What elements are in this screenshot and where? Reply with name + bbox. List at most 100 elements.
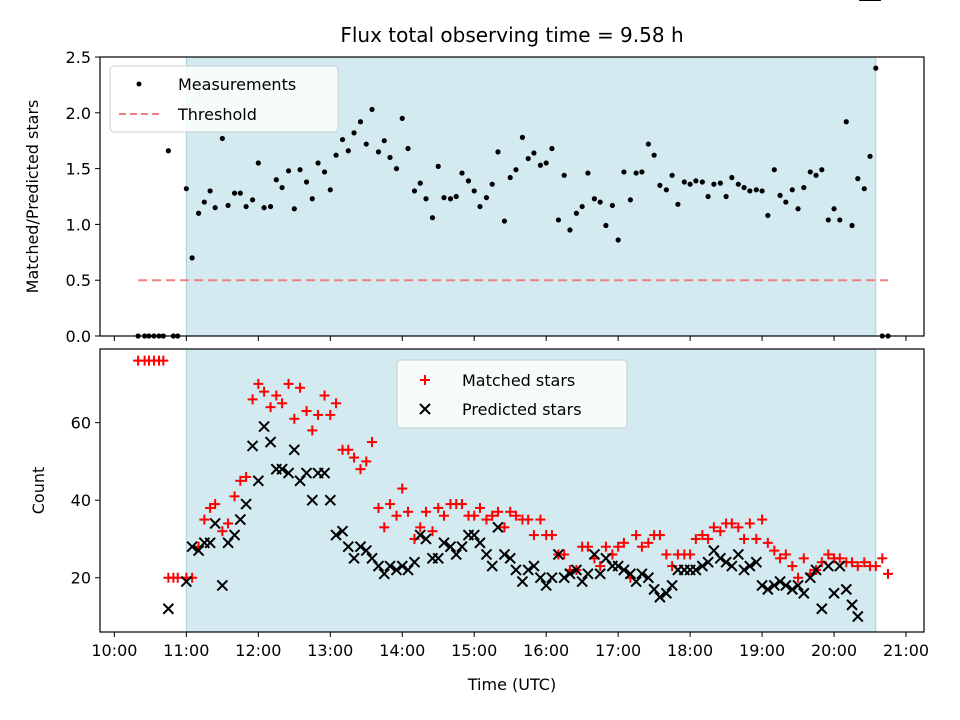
predicted-star-point xyxy=(828,587,840,599)
measurement-point xyxy=(429,215,436,221)
matched-star-point xyxy=(769,545,780,556)
measurement-point xyxy=(201,199,207,205)
matched-star-point xyxy=(744,518,755,529)
matched-star-point xyxy=(595,561,606,572)
bottom-y-axis-label: Count xyxy=(29,467,48,515)
x-tick-label: 17:00 xyxy=(595,641,641,660)
predicted-star-point xyxy=(582,568,594,580)
chart-title: Flux total observing time = 9.58 h xyxy=(340,23,683,47)
predicted-star-point xyxy=(792,579,804,592)
matched-star-point xyxy=(546,530,557,541)
predicted-star-point xyxy=(594,568,606,580)
x-tick-label: 13:00 xyxy=(307,641,353,660)
predicted-star-point xyxy=(276,463,288,475)
measurement-point xyxy=(651,152,657,158)
bottom-axes-frame xyxy=(99,348,925,633)
predicted-star-point xyxy=(216,579,229,592)
measurement-point xyxy=(375,149,382,155)
matched-star-point xyxy=(259,386,270,397)
predicted-star-point xyxy=(264,436,277,448)
matched-star-point xyxy=(331,398,342,409)
matched-star-point xyxy=(172,572,183,583)
measurement-point xyxy=(399,115,405,121)
top-axes-frame xyxy=(99,56,925,337)
predicted-star-point xyxy=(756,579,768,592)
measurement-point xyxy=(861,186,867,192)
matched-star-point xyxy=(409,533,420,544)
measurement-point xyxy=(309,196,315,202)
predicted-star-point xyxy=(690,564,702,576)
predicted-star-point xyxy=(300,467,313,479)
legend-measurements-marker xyxy=(136,81,142,87)
matched-star-point xyxy=(697,530,708,541)
matched-star-point xyxy=(187,572,198,583)
predicted-star-point xyxy=(180,575,193,588)
matched-star-point xyxy=(643,537,654,548)
measurement-point xyxy=(645,141,651,147)
matched-star-point xyxy=(355,464,366,475)
measurement-point xyxy=(567,227,573,233)
measurement-point xyxy=(843,119,849,125)
predicted-star-point xyxy=(552,548,565,561)
measurement-point xyxy=(729,174,735,181)
predicted-star-point xyxy=(846,599,858,611)
matched-star-point xyxy=(613,541,624,552)
predicted-star-point xyxy=(618,564,630,576)
predicted-star-point xyxy=(486,560,498,572)
matched-star-point xyxy=(415,522,426,533)
matched-star-point xyxy=(474,502,485,513)
predicted-star-point xyxy=(372,560,385,572)
matched-star-point xyxy=(618,537,629,548)
matched-star-point xyxy=(271,390,282,401)
measurement-point xyxy=(231,190,238,196)
predicted-star-point xyxy=(570,564,583,576)
measurement-point xyxy=(471,188,477,194)
matched-star-point xyxy=(325,409,336,420)
measurement-point xyxy=(195,210,202,216)
predicted-star-point xyxy=(318,467,331,479)
measurement-point xyxy=(615,237,621,243)
predicted-star-point xyxy=(720,556,732,568)
x-tick-label: 10:00 xyxy=(91,641,137,660)
matched-star-point xyxy=(775,553,786,564)
matched-star-point xyxy=(397,483,408,494)
matched-star-point xyxy=(726,518,737,529)
matched-star-point xyxy=(481,514,492,525)
matched-star-point xyxy=(667,561,678,572)
matched-star-point xyxy=(505,506,516,517)
measurement-point xyxy=(273,177,279,183)
matched-star-point xyxy=(427,526,438,537)
measurement-point xyxy=(393,166,400,172)
measurement-point xyxy=(711,181,717,187)
x-tick-label: 20:00 xyxy=(811,641,857,660)
predicted-star-point xyxy=(798,587,810,599)
predicted-star-point xyxy=(246,440,259,452)
predicted-star-point xyxy=(324,494,336,506)
matched-star-point xyxy=(301,406,312,417)
predicted-star-point xyxy=(336,525,349,537)
matched-star-point xyxy=(739,533,750,544)
matched-star-point xyxy=(870,561,881,572)
measurement-point xyxy=(489,181,495,187)
matched-star-point xyxy=(385,499,396,510)
predicted-star-point xyxy=(258,420,270,433)
measurement-point xyxy=(819,167,825,173)
measurement-point xyxy=(591,196,598,202)
predicted-star-point xyxy=(738,564,750,576)
measurement-point xyxy=(735,181,741,187)
measurement-point xyxy=(351,130,357,136)
predicted-star-point xyxy=(288,444,301,456)
measurement-point xyxy=(225,202,231,209)
predicted-star-point xyxy=(810,564,822,576)
measurement-point xyxy=(693,178,699,184)
measurement-point xyxy=(291,206,297,212)
measurement-point xyxy=(321,169,328,175)
measurement-point xyxy=(465,178,472,184)
matched-star-point xyxy=(582,541,593,552)
matched-star-point xyxy=(751,533,762,544)
predicted-star-point xyxy=(624,568,637,580)
x-tick-label: 19:00 xyxy=(739,641,785,660)
bottom-x-ticks: 10:00 11:00 12:00 13:00 14:00 15:00 16:00 17:00… xyxy=(91,632,929,660)
legend-matched-label: Matched stars xyxy=(462,371,575,390)
measurement-point xyxy=(219,135,225,142)
